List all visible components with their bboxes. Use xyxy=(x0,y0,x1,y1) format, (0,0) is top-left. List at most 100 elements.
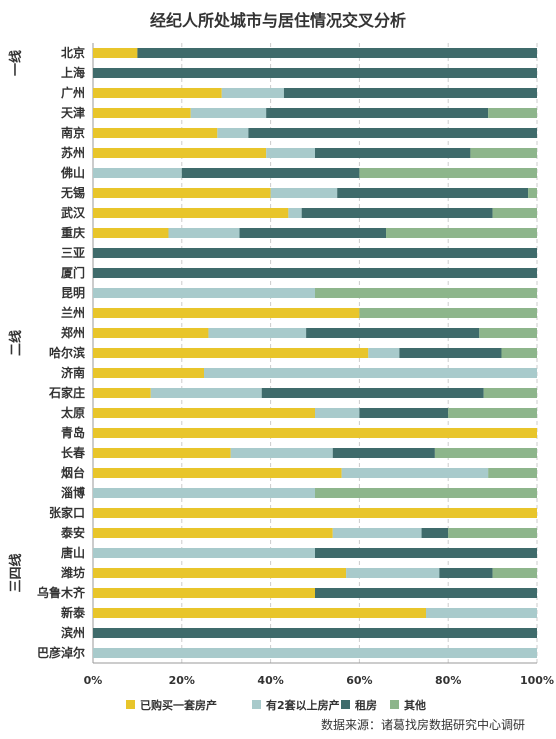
category-label: 长春 xyxy=(61,445,86,460)
bar-segment xyxy=(528,188,537,198)
bar-segment xyxy=(483,388,537,398)
bar-segment xyxy=(93,208,289,218)
category-label: 青岛 xyxy=(61,425,85,440)
source-note: 数据来源：诸葛找房数据研究中心调研 xyxy=(321,717,525,732)
category-label: 滨州 xyxy=(61,625,85,640)
bar-segment xyxy=(190,108,267,118)
bar-segment xyxy=(332,448,435,458)
bar-segment xyxy=(93,448,231,458)
bar-segment xyxy=(266,148,315,158)
bar-segment xyxy=(315,148,471,158)
bar-segment xyxy=(93,608,426,618)
bar-segment xyxy=(434,448,537,458)
bar-segment xyxy=(386,228,537,238)
category-label: 济南 xyxy=(61,365,85,380)
legend: 已购买一套房产 有2套以上房产 租房 其他 xyxy=(126,698,426,712)
bar-segment xyxy=(359,408,449,418)
bar-segment xyxy=(93,188,271,198)
category-label: 上海 xyxy=(61,65,85,80)
bar-segment xyxy=(93,68,537,78)
category-label: 淄博 xyxy=(61,485,85,500)
bar-segment xyxy=(93,168,182,178)
category-label: 南京 xyxy=(61,125,85,140)
category-label: 兰州 xyxy=(61,305,85,320)
tier-label: 三四线 xyxy=(8,553,24,592)
category-label: 潍坊 xyxy=(60,565,85,580)
category-label: 佛山 xyxy=(60,165,85,180)
category-label: 太原 xyxy=(61,405,85,420)
bar-segment xyxy=(93,548,315,558)
category-label: 天津 xyxy=(61,105,85,120)
x-tick-label: 20% xyxy=(169,674,195,687)
legend-label: 租房 xyxy=(355,698,377,712)
legend-swatch xyxy=(252,700,261,709)
bar-segment xyxy=(301,208,493,218)
bar-segment xyxy=(137,48,537,58)
bar-segment xyxy=(426,608,537,618)
bar-segment xyxy=(93,268,537,278)
bar-segment xyxy=(470,148,537,158)
category-labels: 北京上海广州天津南京苏州佛山无锡武汉重庆三亚厦门昆明兰州郑州哈尔滨济南石家庄太原… xyxy=(37,45,86,660)
bar-segment xyxy=(93,568,347,578)
bar-segment xyxy=(488,468,537,478)
x-tick-label: 0% xyxy=(84,674,103,687)
bar-segment xyxy=(93,488,315,498)
bar-segment xyxy=(93,228,169,238)
legend-swatch xyxy=(126,700,135,709)
bar-segment xyxy=(346,568,440,578)
category-label: 新泰 xyxy=(61,605,86,620)
bar-segment xyxy=(368,348,400,358)
bar-segment xyxy=(270,188,338,198)
bars xyxy=(93,48,537,658)
bar-segment xyxy=(332,528,422,538)
legend-label: 有2套以上房产 xyxy=(266,698,340,712)
category-label: 巴彦淖尔 xyxy=(37,645,85,660)
category-label: 乌鲁木齐 xyxy=(37,585,86,600)
bar-segment xyxy=(204,368,537,378)
x-tick-label: 100% xyxy=(520,674,554,687)
bar-segment xyxy=(93,48,138,58)
bar-segment xyxy=(261,388,484,398)
bar-segment xyxy=(315,408,360,418)
bar-segment xyxy=(501,348,537,358)
bar-segment xyxy=(306,328,480,338)
bar-segment xyxy=(93,628,537,638)
category-label: 昆明 xyxy=(61,286,85,300)
tier-label: 二线 xyxy=(8,330,24,356)
bar-segment xyxy=(93,388,151,398)
bar-segment xyxy=(93,468,342,478)
category-label: 广州 xyxy=(61,85,85,100)
category-label: 苏州 xyxy=(61,145,85,160)
category-label: 武汉 xyxy=(61,205,86,220)
x-tick-labels: 0% 20% 40% 60% 80% 100% xyxy=(84,674,554,687)
x-tick-label: 60% xyxy=(346,674,372,687)
bar-segment xyxy=(221,88,284,98)
category-label: 三亚 xyxy=(61,246,85,260)
bar-segment xyxy=(93,588,315,598)
bar-segment xyxy=(315,588,537,598)
tier-label: 一线 xyxy=(8,50,24,76)
bar-segment xyxy=(217,128,249,138)
bar-segment xyxy=(492,208,537,218)
bar-segment xyxy=(93,528,333,538)
legend-swatch xyxy=(390,700,399,709)
category-label: 泰安 xyxy=(60,525,85,540)
bar-segment xyxy=(266,108,489,118)
bar-segment xyxy=(93,328,209,338)
bar-segment xyxy=(93,248,537,258)
bar-segment xyxy=(359,308,537,318)
legend-label: 已购买一套房产 xyxy=(140,698,217,712)
bar-segment xyxy=(93,428,537,438)
bar-segment xyxy=(448,408,537,418)
bar-segment xyxy=(230,448,333,458)
legend-label: 其他 xyxy=(404,698,426,712)
bar-segment xyxy=(208,328,307,338)
category-label: 郑州 xyxy=(61,325,85,340)
bar-segment xyxy=(337,188,529,198)
bar-segment xyxy=(93,108,191,118)
bar-segment xyxy=(248,128,537,138)
x-tick-label: 40% xyxy=(257,674,283,687)
